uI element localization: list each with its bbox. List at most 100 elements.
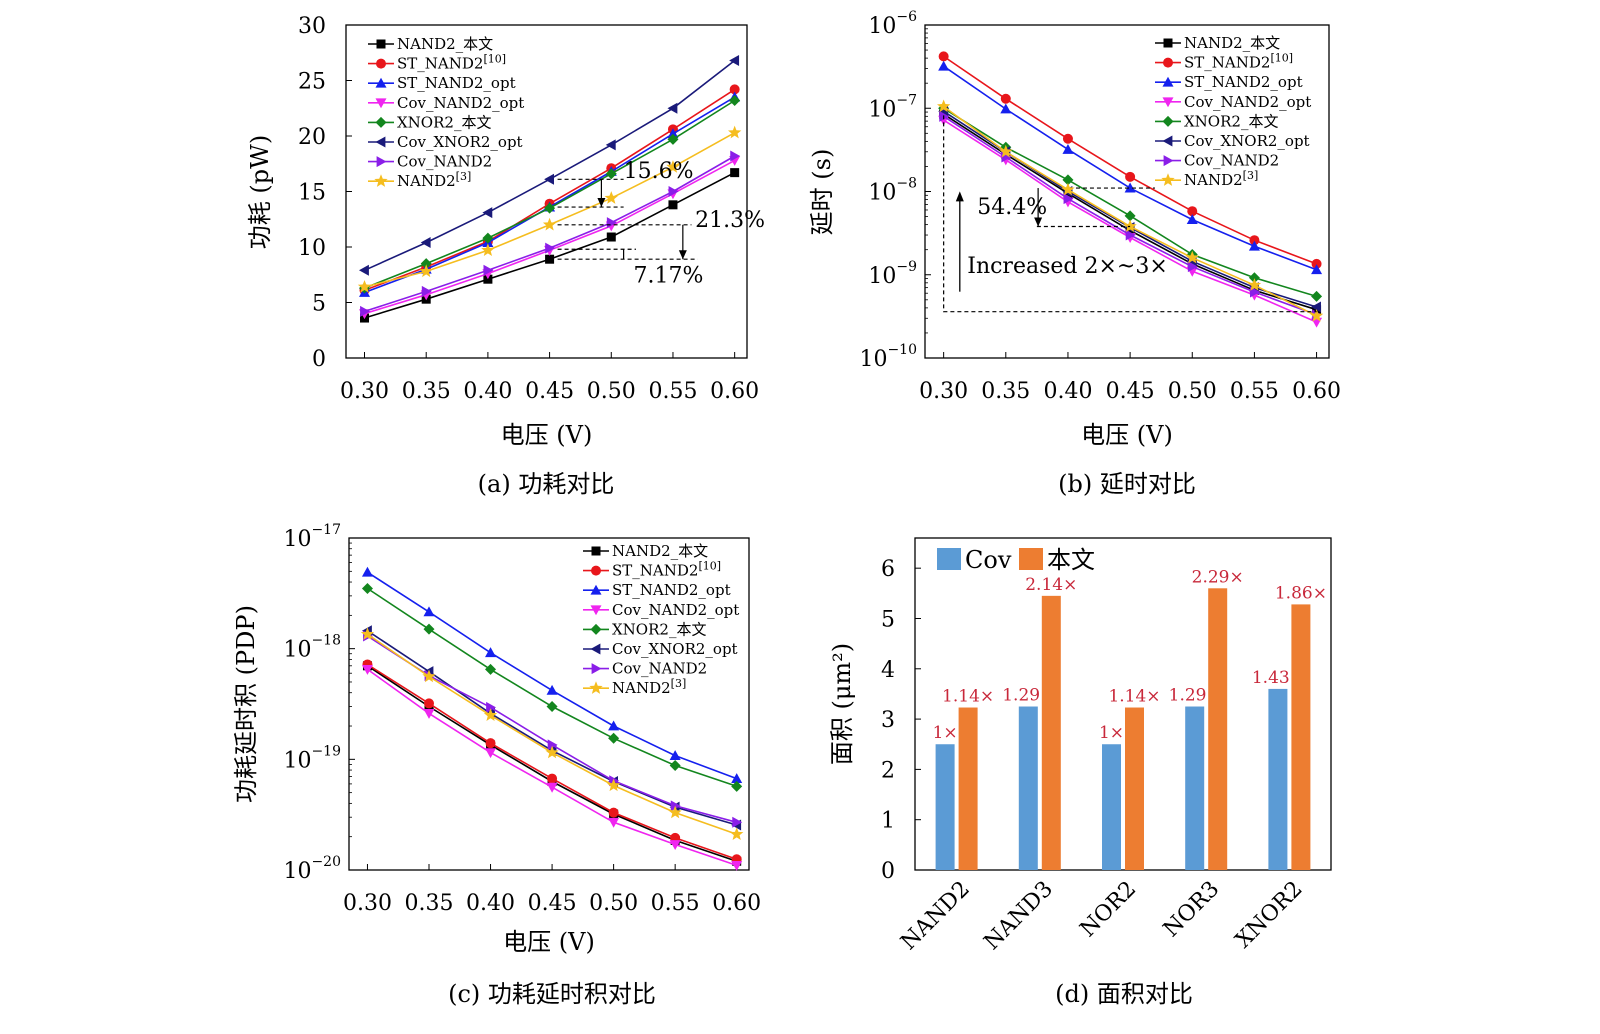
data-point — [729, 84, 740, 95]
x-tick-label: 0.30 — [919, 379, 968, 404]
legend-entry: XNOR2_本文 — [397, 113, 491, 131]
legend-entry: ST_NAND2[10] — [397, 53, 506, 73]
legend-entry-name: Cov_NAND2_opt — [612, 601, 739, 619]
legend-b: NAND2_本文ST_NAND2[10]ST_NAND2_optCov_NAND… — [1155, 34, 1311, 189]
data-point — [545, 242, 556, 254]
data-point — [482, 207, 493, 219]
data-point — [936, 99, 951, 113]
bar — [1041, 595, 1061, 870]
y-tick-label: 10−7 — [868, 92, 917, 122]
data-point — [1185, 250, 1199, 264]
legend-a: NAND2_本文ST_NAND2[10]ST_NAND2_optCov_NAND… — [368, 35, 524, 190]
data-point — [1000, 103, 1012, 114]
legend-swatch-marker — [1163, 155, 1174, 167]
annotation-label: 54.4% — [977, 195, 1047, 220]
data-point — [730, 827, 744, 840]
legend-entry-name: Cov_NAND2 — [397, 153, 492, 171]
data-point — [1062, 133, 1073, 144]
legend-entry: ST_NAND2[10] — [1184, 52, 1293, 72]
legend-swatch-marker — [1162, 76, 1174, 87]
chart-d: 0 1 2 3 4 5 6 面积 (μm²) (d) 面积对比 NAND2 NAND3 NOR2 NOR… — [828, 537, 1332, 1008]
legend-entry-name: ST_NAND2 — [397, 55, 483, 73]
legend-swatch-marker — [591, 663, 602, 675]
data-point — [668, 200, 678, 210]
legend-swatch-marker — [590, 623, 602, 635]
legend-entry-sup: [3] — [1243, 169, 1259, 182]
data-point — [360, 305, 371, 317]
legend-entry: Cov_XNOR2_opt — [612, 640, 738, 658]
data-point — [485, 647, 497, 658]
bar-value-label: 1× — [933, 723, 958, 743]
data-point — [1187, 261, 1198, 273]
y-tick-label: 5 — [312, 292, 326, 317]
y-tick-label: 0 — [312, 347, 326, 372]
legend-c: NAND2_本文ST_NAND2[10]ST_NAND2_optCov_NAND… — [583, 542, 739, 697]
bar-value-label: 2.14× — [1025, 575, 1077, 595]
x-category-label: NOR3 — [1159, 877, 1225, 943]
data-point — [668, 805, 682, 819]
annotation-arrowhead — [678, 250, 687, 260]
legend-swatch-marker — [590, 643, 601, 655]
data-point — [546, 701, 558, 713]
chart-a: 0.30 0.35 0.40 0.45 0.50 0.55 0.60 0 5 10 15 20 25 30… — [246, 14, 765, 498]
y-tick-exp: −9 — [896, 259, 917, 275]
legend-entry: Cov_XNOR2_opt — [1184, 132, 1310, 150]
data-point — [667, 128, 679, 139]
legend-entry-name: ST_NAND2_opt — [612, 581, 731, 599]
series-line — [367, 665, 737, 862]
legend-entry: Cov_NAND2 — [397, 153, 492, 171]
legend-swatch-marker — [590, 584, 602, 595]
data-point — [483, 274, 493, 284]
data-point — [421, 285, 432, 297]
data-point — [1311, 290, 1323, 302]
legend-swatch-marker — [591, 565, 601, 576]
data-point — [423, 709, 435, 719]
data-point — [606, 232, 616, 242]
y-tick-label: 30 — [298, 14, 326, 39]
data-point — [729, 94, 741, 106]
y-tick-label: 10−17 — [283, 522, 341, 552]
legend-swatch-marker — [375, 77, 387, 88]
bar-series-1: 1.14× 2.14× 1.14× 2.29× 1.86× — [942, 567, 1327, 870]
x-tick-label: 0.60 — [710, 379, 759, 404]
x-tick-label: 0.55 — [648, 379, 697, 404]
x-tick-label: 0.35 — [402, 379, 451, 404]
data-point — [545, 745, 559, 759]
legend-swatch-marker — [591, 546, 601, 556]
bar — [1208, 588, 1228, 870]
data-point — [544, 173, 554, 185]
bar-series-0: 1× 1.29× 1× 1.29× 1.43× — [933, 668, 1304, 870]
y-axis-label: 功耗延时积 (PDP) — [232, 605, 260, 803]
bar — [1018, 706, 1038, 870]
legend-entry-name: Cov_XNOR2_opt — [1184, 132, 1310, 150]
legend-entry-name: XNOR2_本文 — [397, 113, 491, 131]
data-point — [1311, 264, 1323, 275]
bar-value-label: 1.43× — [1252, 668, 1304, 688]
legend-entry: NAND2[3] — [612, 677, 686, 697]
data-point — [605, 168, 617, 180]
x-axis-label: 电压 (V) — [501, 421, 593, 449]
y-tick-base: 10 — [283, 748, 311, 773]
data-point — [424, 698, 434, 709]
data-point — [604, 191, 618, 204]
legend-entry: Cov_NAND2_opt — [397, 94, 524, 112]
legend-entry-sup: [3] — [456, 170, 472, 183]
caption: (d) 面积对比 — [1055, 980, 1193, 1008]
annotations-a: 15.6%21.3% 7.17% — [557, 159, 765, 289]
series-7 — [360, 627, 744, 840]
legend-entry-name: Cov_NAND2 — [1184, 152, 1279, 170]
bar — [1268, 688, 1288, 870]
chart-c: 0.30 0.35 0.40 0.45 0.50 0.55 0.6010−2010−1910… — [232, 522, 761, 1008]
legend-swatch — [1019, 548, 1043, 570]
annotation-arrowhead — [597, 198, 606, 208]
data-point — [485, 663, 497, 675]
data-point — [423, 623, 435, 635]
caption: (a) 功耗对比 — [478, 470, 615, 498]
data-point — [546, 782, 558, 793]
x-tick-label: 0.35 — [405, 891, 454, 916]
x-tick-label: 0.35 — [981, 379, 1030, 404]
y-tick-label: 10 — [298, 236, 326, 261]
y-tick-label: 6 — [881, 557, 895, 582]
y-tick-label: 4 — [881, 658, 895, 683]
data-point — [608, 732, 620, 744]
